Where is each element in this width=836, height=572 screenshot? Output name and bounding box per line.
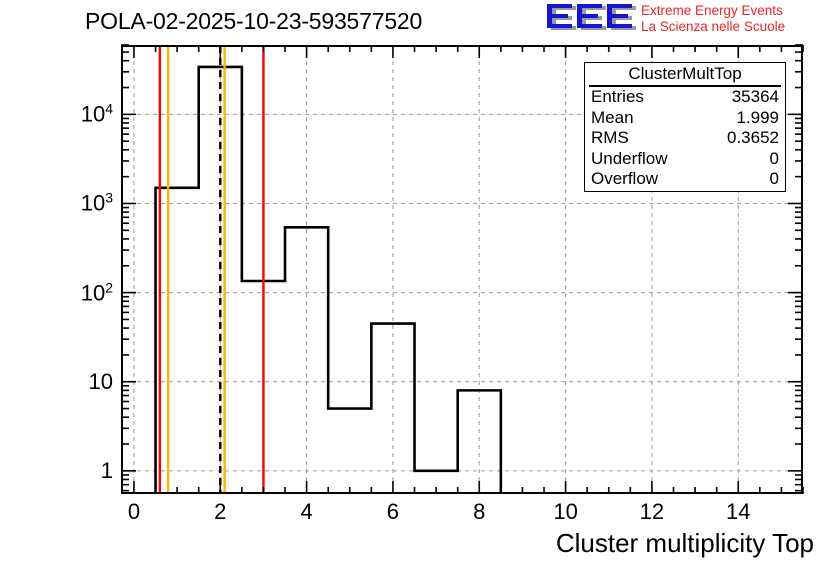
stats-row-label: Overflow [591, 169, 659, 188]
y-tick-label: 1 [100, 457, 113, 483]
marker-lines [158, 46, 265, 493]
stats-row-value: 35364 [731, 87, 779, 106]
y-tick-label: 10 [88, 368, 113, 394]
stats-row: Entries 35364 [585, 87, 785, 108]
plot-frame [121, 45, 803, 494]
eee-logo-line1: Extreme Energy Events [641, 3, 783, 18]
y-tick-label: 102 [80, 278, 113, 306]
stats-row-value: 0 [769, 148, 779, 168]
stats-row-label: Underflow [591, 148, 668, 168]
histogram-outline [154, 65, 503, 494]
stats-row: Underflow 0 [585, 149, 785, 170]
eee-logo-text: Extreme Energy Events La Scienza nelle S… [641, 3, 785, 35]
eee-logo-line2: La Scienza nelle Scuole [641, 19, 786, 34]
page-title: POLA-02-2025-10-23-593577520 [85, 8, 423, 34]
x-tick-label: 4 [300, 499, 313, 524]
x-tick-label: 14 [726, 499, 751, 524]
x-tick-label: 0 [127, 499, 141, 524]
x-tick-label: 12 [639, 499, 665, 524]
stats-box-title: ClusterMultTop [589, 63, 781, 87]
stats-box-rows: Entries 35364 Mean 1.999 RMS 0.3652 Underflow 0… [585, 87, 785, 190]
x-tick-label: 10 [553, 499, 578, 524]
x-tick-label: 2 [214, 499, 227, 524]
stats-row: RMS 0.3652 [585, 128, 785, 149]
stats-box: ClusterMultTop Entries 35364 Mean 1.999 RMS 0… [584, 62, 786, 192]
stats-row-value: 0 [769, 169, 779, 188]
stats-row-label: Entries [591, 87, 644, 106]
stats-row: Overflow 0 [585, 169, 785, 190]
eee-logo-mark [547, 4, 636, 30]
stats-row-label: RMS [591, 128, 629, 147]
eee-logo: Extreme Energy Events La Scienza nelle S… [545, 2, 835, 38]
x-tick-label: 6 [386, 499, 400, 524]
y-tick-label: 103 [80, 189, 113, 217]
x-tick-label: 8 [473, 499, 486, 524]
stats-row-label: Mean [591, 107, 634, 127]
stats-row-value: 1.999 [736, 107, 779, 127]
stats-row-value: 0.3652 [727, 128, 779, 147]
y-tick-label: 104 [80, 100, 113, 128]
stats-row: Mean 1.999 [585, 108, 785, 129]
x-axis-title: Cluster multiplicity Top [555, 528, 814, 558]
